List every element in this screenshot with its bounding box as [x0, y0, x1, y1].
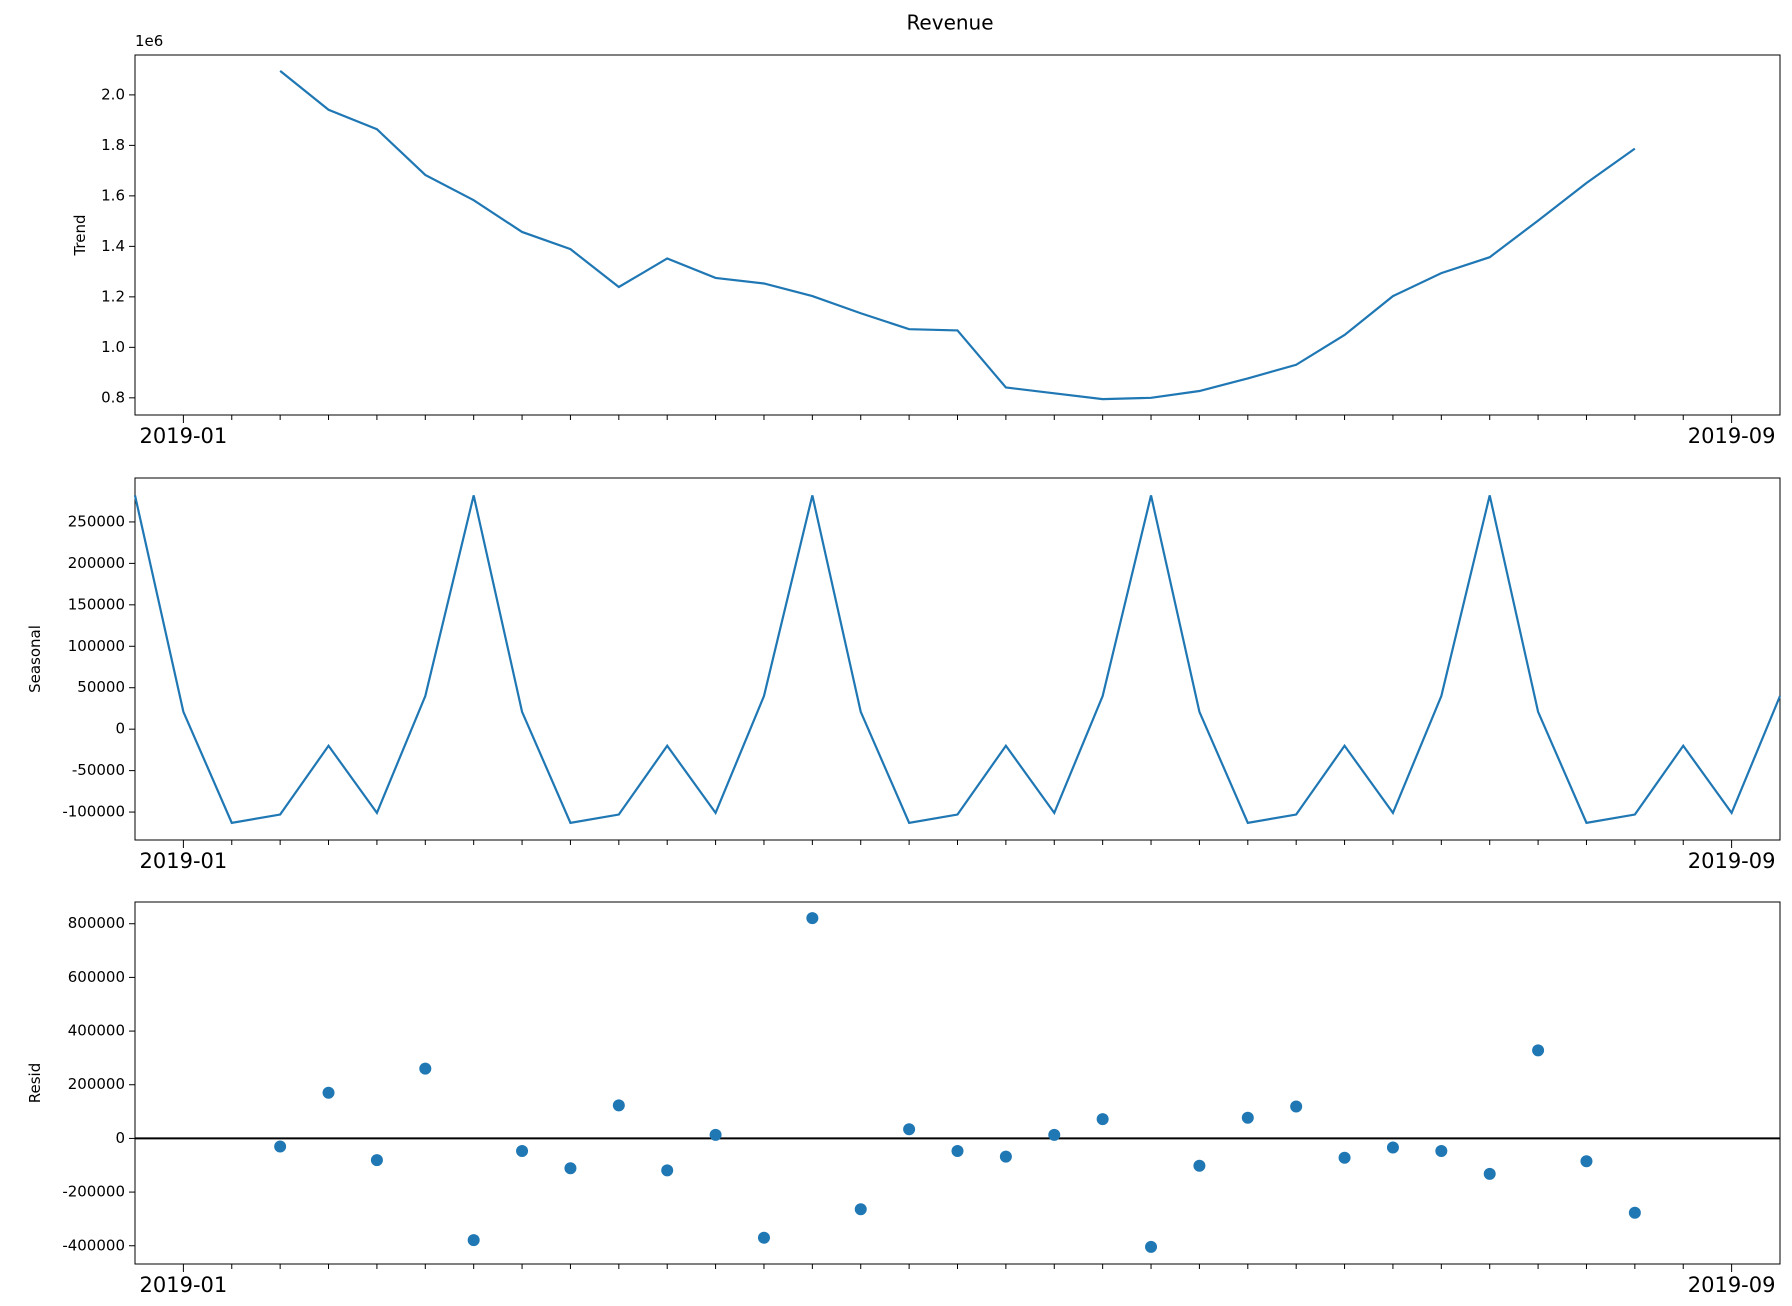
plot-frame: [134, 901, 1781, 1265]
resid-point: [854, 1203, 867, 1216]
resid-point: [1628, 1206, 1641, 1219]
x-tick-label: 2019-09: [1688, 849, 1776, 873]
resid-point: [564, 1162, 577, 1175]
y-tick-label: 1.2: [101, 287, 125, 305]
plot-frame: [134, 477, 1781, 841]
resid-point: [1338, 1151, 1351, 1164]
y-tick-label: 1.8: [101, 136, 125, 154]
y-tick-label: -50000: [72, 761, 125, 779]
y-tick-label: 2.0: [101, 85, 125, 103]
resid-point: [903, 1123, 916, 1136]
x-tick-label: 2019-01: [140, 424, 228, 448]
y-tick-label: 200000: [68, 1075, 125, 1093]
x-tick-label: 2019-01: [140, 849, 228, 873]
resid-point: [467, 1234, 480, 1247]
resid-point: [1241, 1111, 1254, 1124]
plot-frame: [134, 54, 1781, 416]
y-axis-label: Seasonal: [26, 625, 44, 693]
y-tick-label: -200000: [62, 1183, 125, 1201]
resid-point: [757, 1231, 770, 1244]
y-tick-label: 1.4: [101, 237, 125, 255]
resid-point: [1048, 1128, 1061, 1141]
offset-text: 1e6: [135, 32, 163, 50]
resid-point: [806, 912, 819, 925]
resid-point: [322, 1086, 335, 1099]
resid-point: [370, 1154, 383, 1167]
chart-title: Revenue: [906, 11, 993, 35]
y-tick-label: 0: [115, 720, 125, 738]
resid-point: [1386, 1141, 1399, 1154]
y-tick-label: 800000: [68, 914, 125, 932]
y-tick-label: 200000: [68, 554, 125, 572]
resid-point: [1483, 1167, 1496, 1180]
y-tick-label: 600000: [68, 968, 125, 986]
y-axis-label: Trend: [71, 214, 89, 256]
y-tick-label: 1.6: [101, 186, 125, 204]
resid-point: [612, 1099, 625, 1112]
x-tick-label: 2019-09: [1688, 1273, 1776, 1297]
x-tick-label: 2019-01: [140, 1273, 228, 1297]
y-tick-label: -400000: [62, 1236, 125, 1254]
y-tick-label: -100000: [62, 803, 125, 821]
y-tick-label: 250000: [68, 512, 125, 530]
resid-point: [1193, 1159, 1206, 1172]
y-tick-label: 1.0: [101, 338, 125, 356]
y-tick-label: 400000: [68, 1022, 125, 1040]
trend-line: [133, 495, 1782, 825]
y-tick-label: 0.8: [101, 388, 125, 406]
resid-point: [1145, 1240, 1158, 1253]
resid-point: [516, 1145, 529, 1158]
y-tick-label: 100000: [68, 637, 125, 655]
resid-point: [951, 1145, 964, 1158]
y-tick-label: 150000: [68, 595, 125, 613]
resid-point: [999, 1150, 1012, 1163]
y-tick-label: 0: [115, 1129, 125, 1147]
resid-point: [1580, 1155, 1593, 1168]
resid-point: [661, 1164, 674, 1177]
x-tick-label: 2019-09: [1688, 424, 1776, 448]
resid-point: [419, 1062, 432, 1075]
y-axis-label: Resid: [26, 1063, 44, 1103]
trend-line: [279, 70, 1636, 401]
resid-point: [1435, 1145, 1448, 1158]
resid-point: [709, 1128, 722, 1141]
resid-point: [1096, 1113, 1109, 1126]
resid-point: [1290, 1100, 1303, 1113]
y-tick-label: 50000: [77, 678, 125, 696]
resid-point: [274, 1140, 287, 1153]
resid-point: [1532, 1044, 1545, 1057]
